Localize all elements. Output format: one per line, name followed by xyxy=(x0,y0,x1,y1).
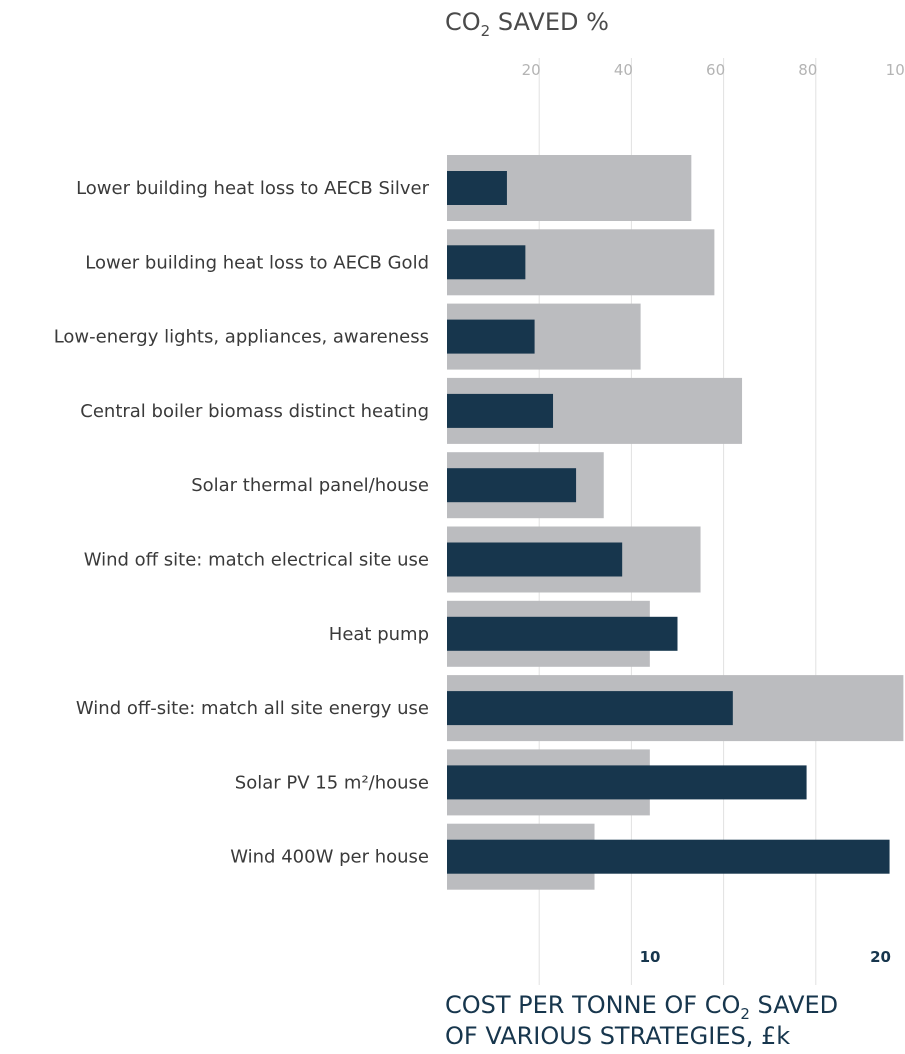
category-label: Solar thermal panel/house xyxy=(191,475,429,496)
category-labels: Lower building heat loss to AECB Silver L… xyxy=(54,178,430,868)
cost-bar xyxy=(447,319,535,354)
top-tick-label: 80 xyxy=(798,61,817,79)
bottom-title-sub: 2 xyxy=(740,1005,750,1023)
top-tick-label: 40 xyxy=(614,61,633,79)
category-label: Central boiler biomass distinct heating xyxy=(80,401,429,422)
top-tick-label: 60 xyxy=(706,61,725,79)
cost-bar xyxy=(447,245,526,280)
cost-bar xyxy=(447,616,678,651)
bottom-tick-label: 10 xyxy=(640,948,661,966)
category-label: Wind 400W per house xyxy=(230,847,429,868)
cost-bar xyxy=(447,171,507,205)
category-label: Low-energy lights, appliances, awareness xyxy=(54,327,429,348)
cost-bar xyxy=(447,765,807,800)
cost-bars xyxy=(447,171,890,874)
category-label: Heat pump xyxy=(329,624,429,645)
top-title-pre: CO xyxy=(445,8,481,36)
cost-bar xyxy=(447,468,577,503)
top-axis-ticks: 20 40 60 80 100 xyxy=(522,61,905,79)
top-tick-label: 100 xyxy=(886,61,905,79)
top-title-sub: 2 xyxy=(481,22,491,40)
category-label: Wind off site: match electrical site use xyxy=(84,550,429,571)
category-label: Lower building heat loss to AECB Gold xyxy=(85,252,429,273)
top-tick-label: 20 xyxy=(522,61,541,79)
cost-bar xyxy=(447,839,890,874)
cost-bar xyxy=(447,691,733,726)
bottom-title-pre: COST PER TONNE OF CO xyxy=(445,991,740,1019)
category-label: Solar PV 15 m²/house xyxy=(235,772,429,793)
category-label: Lower building heat loss to AECB Silver xyxy=(76,178,430,199)
top-title-post: SAVED % xyxy=(490,8,609,36)
bottom-tick-label: 20 xyxy=(870,948,891,966)
cost-bar xyxy=(447,542,623,577)
bottom-axis-title-line1: COST PER TONNE OF CO2 SAVED xyxy=(445,991,838,1023)
bottom-axis-title-line2: OF VARIOUS STRATEGIES, £k xyxy=(445,1022,790,1050)
bottom-title-post: SAVED xyxy=(750,991,838,1019)
top-axis-title: CO2 SAVED % xyxy=(445,8,609,40)
category-label: Wind off-site: match all site energy use xyxy=(76,698,429,719)
bottom-axis-ticks: 10 20 xyxy=(640,948,891,966)
cost-bar xyxy=(447,393,554,428)
